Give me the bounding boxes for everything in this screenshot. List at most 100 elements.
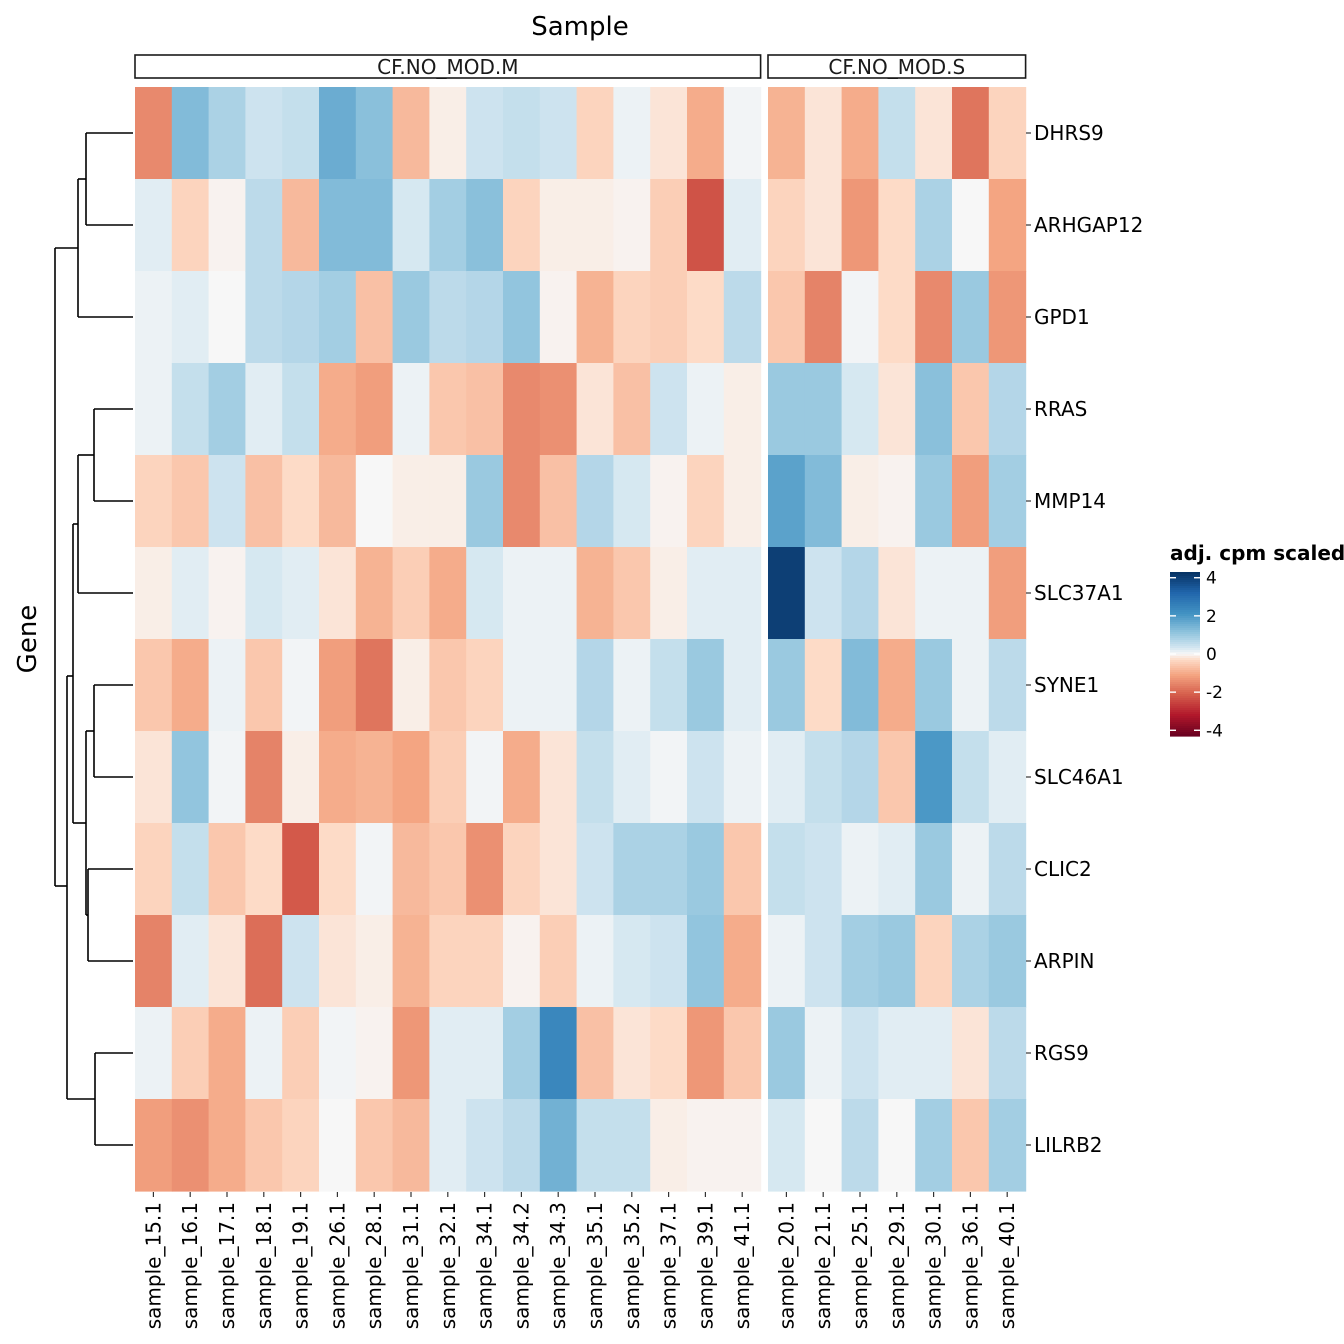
heatmap-cell — [952, 87, 990, 180]
sample-label: sample_18.1 — [252, 1202, 276, 1329]
heatmap-cell — [915, 1007, 953, 1100]
heatmap-cell — [503, 547, 541, 640]
heatmap-cell — [429, 547, 467, 640]
legend-gradient-segment — [1170, 702, 1200, 705]
legend-gradient-segment — [1170, 678, 1200, 681]
heatmap-cell — [245, 363, 283, 456]
heatmap-cell — [539, 1007, 578, 1100]
heatmap-cell — [282, 547, 320, 640]
legend-gradient-segment — [1170, 622, 1200, 625]
heatmap-cell — [804, 87, 843, 180]
heatmap-cell — [392, 823, 430, 916]
legend-gradient-segment — [1170, 624, 1200, 627]
sample-label: sample_30.1 — [922, 1202, 946, 1329]
heatmap-cell — [952, 1007, 990, 1100]
legend-gradient-segment — [1170, 692, 1200, 695]
heatmap-cell — [988, 1099, 1027, 1192]
heatmap-cell — [503, 1099, 541, 1192]
legend-gradient-segment — [1170, 604, 1200, 607]
legend-gradient-segment — [1170, 640, 1200, 643]
heatmap-cell — [613, 1007, 651, 1100]
heatmap-cell — [768, 915, 806, 1008]
heatmap-cell — [355, 87, 394, 180]
sample-label: sample_32.1 — [436, 1202, 460, 1329]
legend-gradient-segment — [1170, 608, 1200, 611]
heatmap-cell — [319, 1099, 357, 1192]
legend-gradient-segment — [1170, 700, 1200, 703]
legend-gradient-segment — [1170, 626, 1200, 629]
heatmap-cell — [650, 179, 688, 272]
heatmap-cell — [466, 1007, 504, 1100]
heatmap-cell — [804, 1099, 843, 1192]
heatmap-cell — [135, 915, 173, 1008]
heatmap-cell — [355, 455, 394, 548]
heatmap-cell — [245, 1099, 283, 1192]
legend-gradient-segment — [1170, 580, 1200, 583]
heatmap-cell — [429, 915, 467, 1008]
heatmap-cell — [878, 1099, 916, 1192]
heatmap-cell — [319, 179, 357, 272]
heatmap-cell — [245, 1007, 283, 1100]
heatmap-cell — [613, 639, 651, 732]
legend-gradient-segment — [1170, 610, 1200, 613]
heatmap-cell — [282, 363, 320, 456]
heatmap-cell — [613, 87, 651, 180]
heatmap-cell — [650, 731, 688, 824]
heatmap-cell — [503, 363, 541, 456]
heatmap-cell — [319, 639, 357, 732]
legend-gradient-segment — [1170, 578, 1200, 581]
sample-labels: sample_15.1 sample_16.1 sample_17.1 sample_… — [141, 1192, 1019, 1329]
heatmap-cell — [687, 271, 725, 364]
heatmap-cell — [135, 639, 173, 732]
heatmap-cell — [319, 363, 357, 456]
legend-gradient-segment — [1170, 682, 1200, 685]
heatmap-cell — [650, 823, 688, 916]
heatmap-cell — [878, 87, 916, 180]
heatmap-cell — [282, 731, 320, 824]
heatmap-cell — [650, 639, 688, 732]
legend-gradient-segment — [1170, 722, 1200, 725]
legend-gradient-segment — [1170, 592, 1200, 595]
heatmap-cell — [952, 547, 990, 640]
heatmap-cell — [135, 363, 173, 456]
legend-gradient-segment — [1170, 720, 1200, 723]
heatmap-cell — [988, 1007, 1027, 1100]
sample-label: sample_28.1 — [362, 1202, 386, 1329]
legend-gradient-segment — [1170, 688, 1200, 691]
legend-gradient-segment — [1170, 602, 1200, 605]
legend-gradient-segment — [1170, 600, 1200, 603]
heatmap-cell — [503, 823, 541, 916]
heatmap-cell — [915, 455, 953, 548]
heatmap-cell — [804, 1007, 843, 1100]
heatmap-cell — [429, 823, 467, 916]
heatmap-cell — [723, 731, 762, 824]
legend-gradient-segment — [1170, 708, 1200, 711]
heatmap-cell — [429, 1099, 467, 1192]
legend-gradient-segment — [1170, 576, 1200, 579]
heatmap-cell — [319, 455, 357, 548]
heatmap-cell — [804, 731, 843, 824]
heatmap-cell — [878, 915, 916, 1008]
heatmap-cell — [613, 823, 651, 916]
heatmap-cell — [988, 179, 1027, 272]
sample-label: sample_31.1 — [399, 1202, 423, 1329]
sample-label: sample_19.1 — [289, 1202, 313, 1329]
heatmap-cell — [466, 915, 504, 1008]
legend-gradient-segment — [1170, 658, 1200, 661]
heatmap-cell — [804, 639, 843, 732]
heatmap-cell — [723, 547, 762, 640]
heatmap-cell — [392, 547, 430, 640]
heatmap-cell — [988, 363, 1027, 456]
legend-gradient-segment — [1170, 606, 1200, 609]
legend-gradient-segment — [1170, 582, 1200, 585]
legend-gradient-segment — [1170, 690, 1200, 693]
sample-label: sample_29.1 — [885, 1202, 909, 1329]
heatmap-cell — [988, 731, 1027, 824]
sample-label: sample_37.1 — [657, 1202, 681, 1329]
heatmap-cell — [915, 179, 953, 272]
legend-gradient-segment — [1170, 656, 1200, 659]
gene-label: CLIC2 — [1034, 857, 1092, 881]
heatmap-cell — [878, 639, 916, 732]
heatmap-cell — [841, 1007, 879, 1100]
